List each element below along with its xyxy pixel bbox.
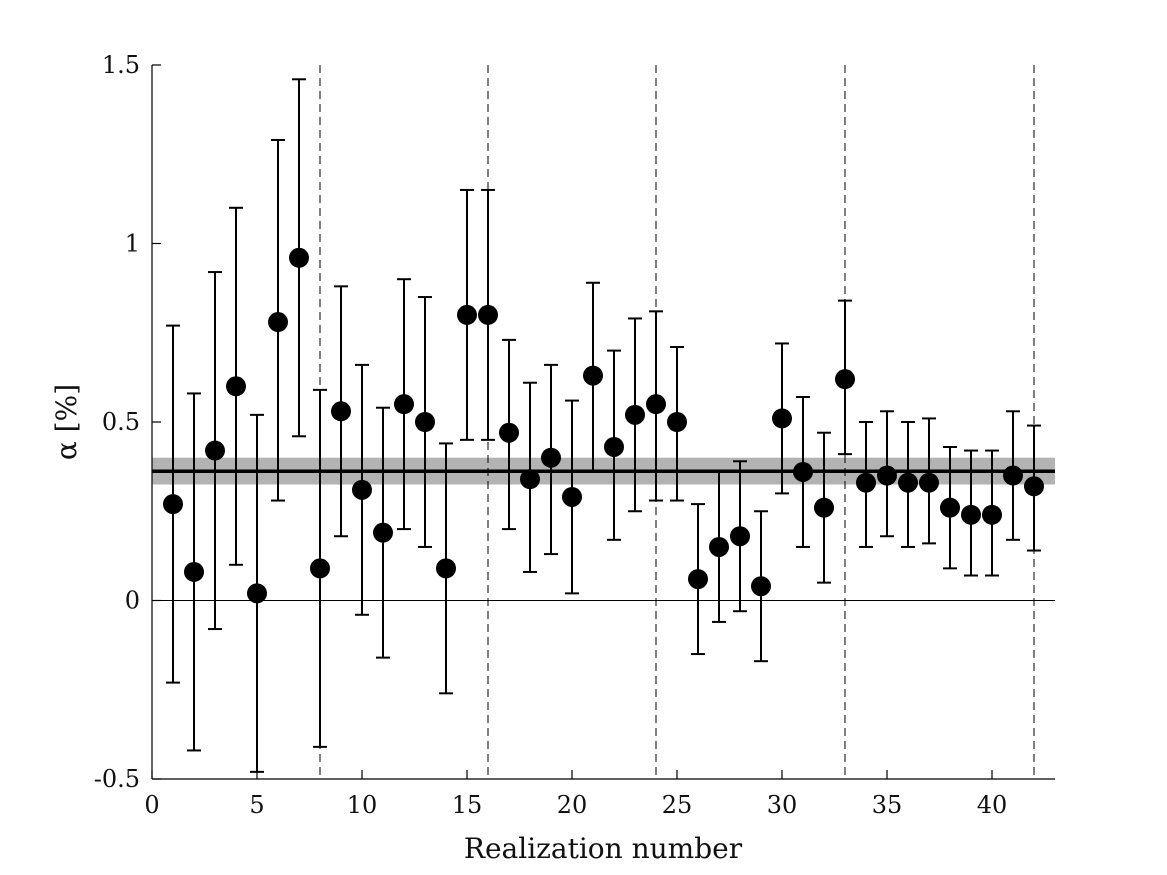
data-point-14 [436,558,456,579]
data-point-15 [457,304,477,325]
data-point-17 [499,422,519,443]
x-tick-label-30: 30 [767,791,798,819]
data-point-3 [205,440,225,461]
data-point-33 [835,369,855,390]
data-point-18 [520,469,540,490]
data-point-34 [856,472,876,493]
data-point-36 [898,472,918,493]
data-point-23 [625,404,645,425]
x-tick-label-20: 20 [557,791,588,819]
points-layer [163,247,1044,604]
data-point-5 [247,583,267,604]
data-point-1 [163,494,183,515]
data-point-12 [394,394,414,415]
data-point-7 [289,247,309,268]
data-point-8 [310,558,330,579]
y-axis-label: α [%] [50,384,83,460]
data-point-28 [730,526,750,547]
data-point-40 [982,504,1002,525]
data-point-26 [688,569,708,590]
data-point-42 [1024,476,1044,497]
y-tick-label-3: 1 [125,230,140,258]
data-point-27 [709,536,729,557]
y-tick-label-2: 0.5 [102,408,140,436]
y-tick-label-1: 0 [125,587,140,615]
x-tick-label-40: 40 [977,791,1008,819]
x-tick-label-10: 10 [347,791,378,819]
x-tick-label-0: 0 [144,791,159,819]
data-point-6 [268,312,288,333]
data-point-35 [877,465,897,486]
data-point-21 [583,365,603,386]
data-point-31 [793,461,813,482]
data-point-20 [562,486,582,507]
data-point-2 [184,561,204,582]
data-point-37 [919,472,939,493]
data-point-11 [373,522,393,543]
data-point-41 [1003,465,1023,486]
data-point-29 [751,576,771,597]
x-tick-label-5: 5 [249,791,264,819]
x-tick-label-25: 25 [662,791,693,819]
data-point-13 [415,412,435,432]
data-point-10 [352,479,372,500]
data-point-4 [226,376,246,397]
y-tick-label-4: 1.5 [102,51,140,79]
data-point-9 [331,401,351,422]
data-point-22 [604,436,624,457]
data-point-24 [646,394,666,415]
errorbars-layer [166,78,1041,773]
data-point-38 [940,497,960,518]
data-point-16 [478,304,498,325]
x-axis-label: Realization number [464,832,743,865]
reference-lines-layer [152,65,1055,779]
x-tick-label-35: 35 [872,791,903,819]
axes-layer [151,65,1055,780]
data-point-39 [961,504,981,525]
ticks-layer: 0 5 10 15 20 25 30 35 40-0.500.511.5 [94,51,1008,819]
x-tick-label-15: 15 [452,791,483,819]
data-point-19 [541,447,561,468]
y-tick-label-0: -0.5 [94,765,140,793]
data-point-32 [814,497,834,518]
data-point-30 [772,408,792,429]
data-point-25 [667,412,687,432]
